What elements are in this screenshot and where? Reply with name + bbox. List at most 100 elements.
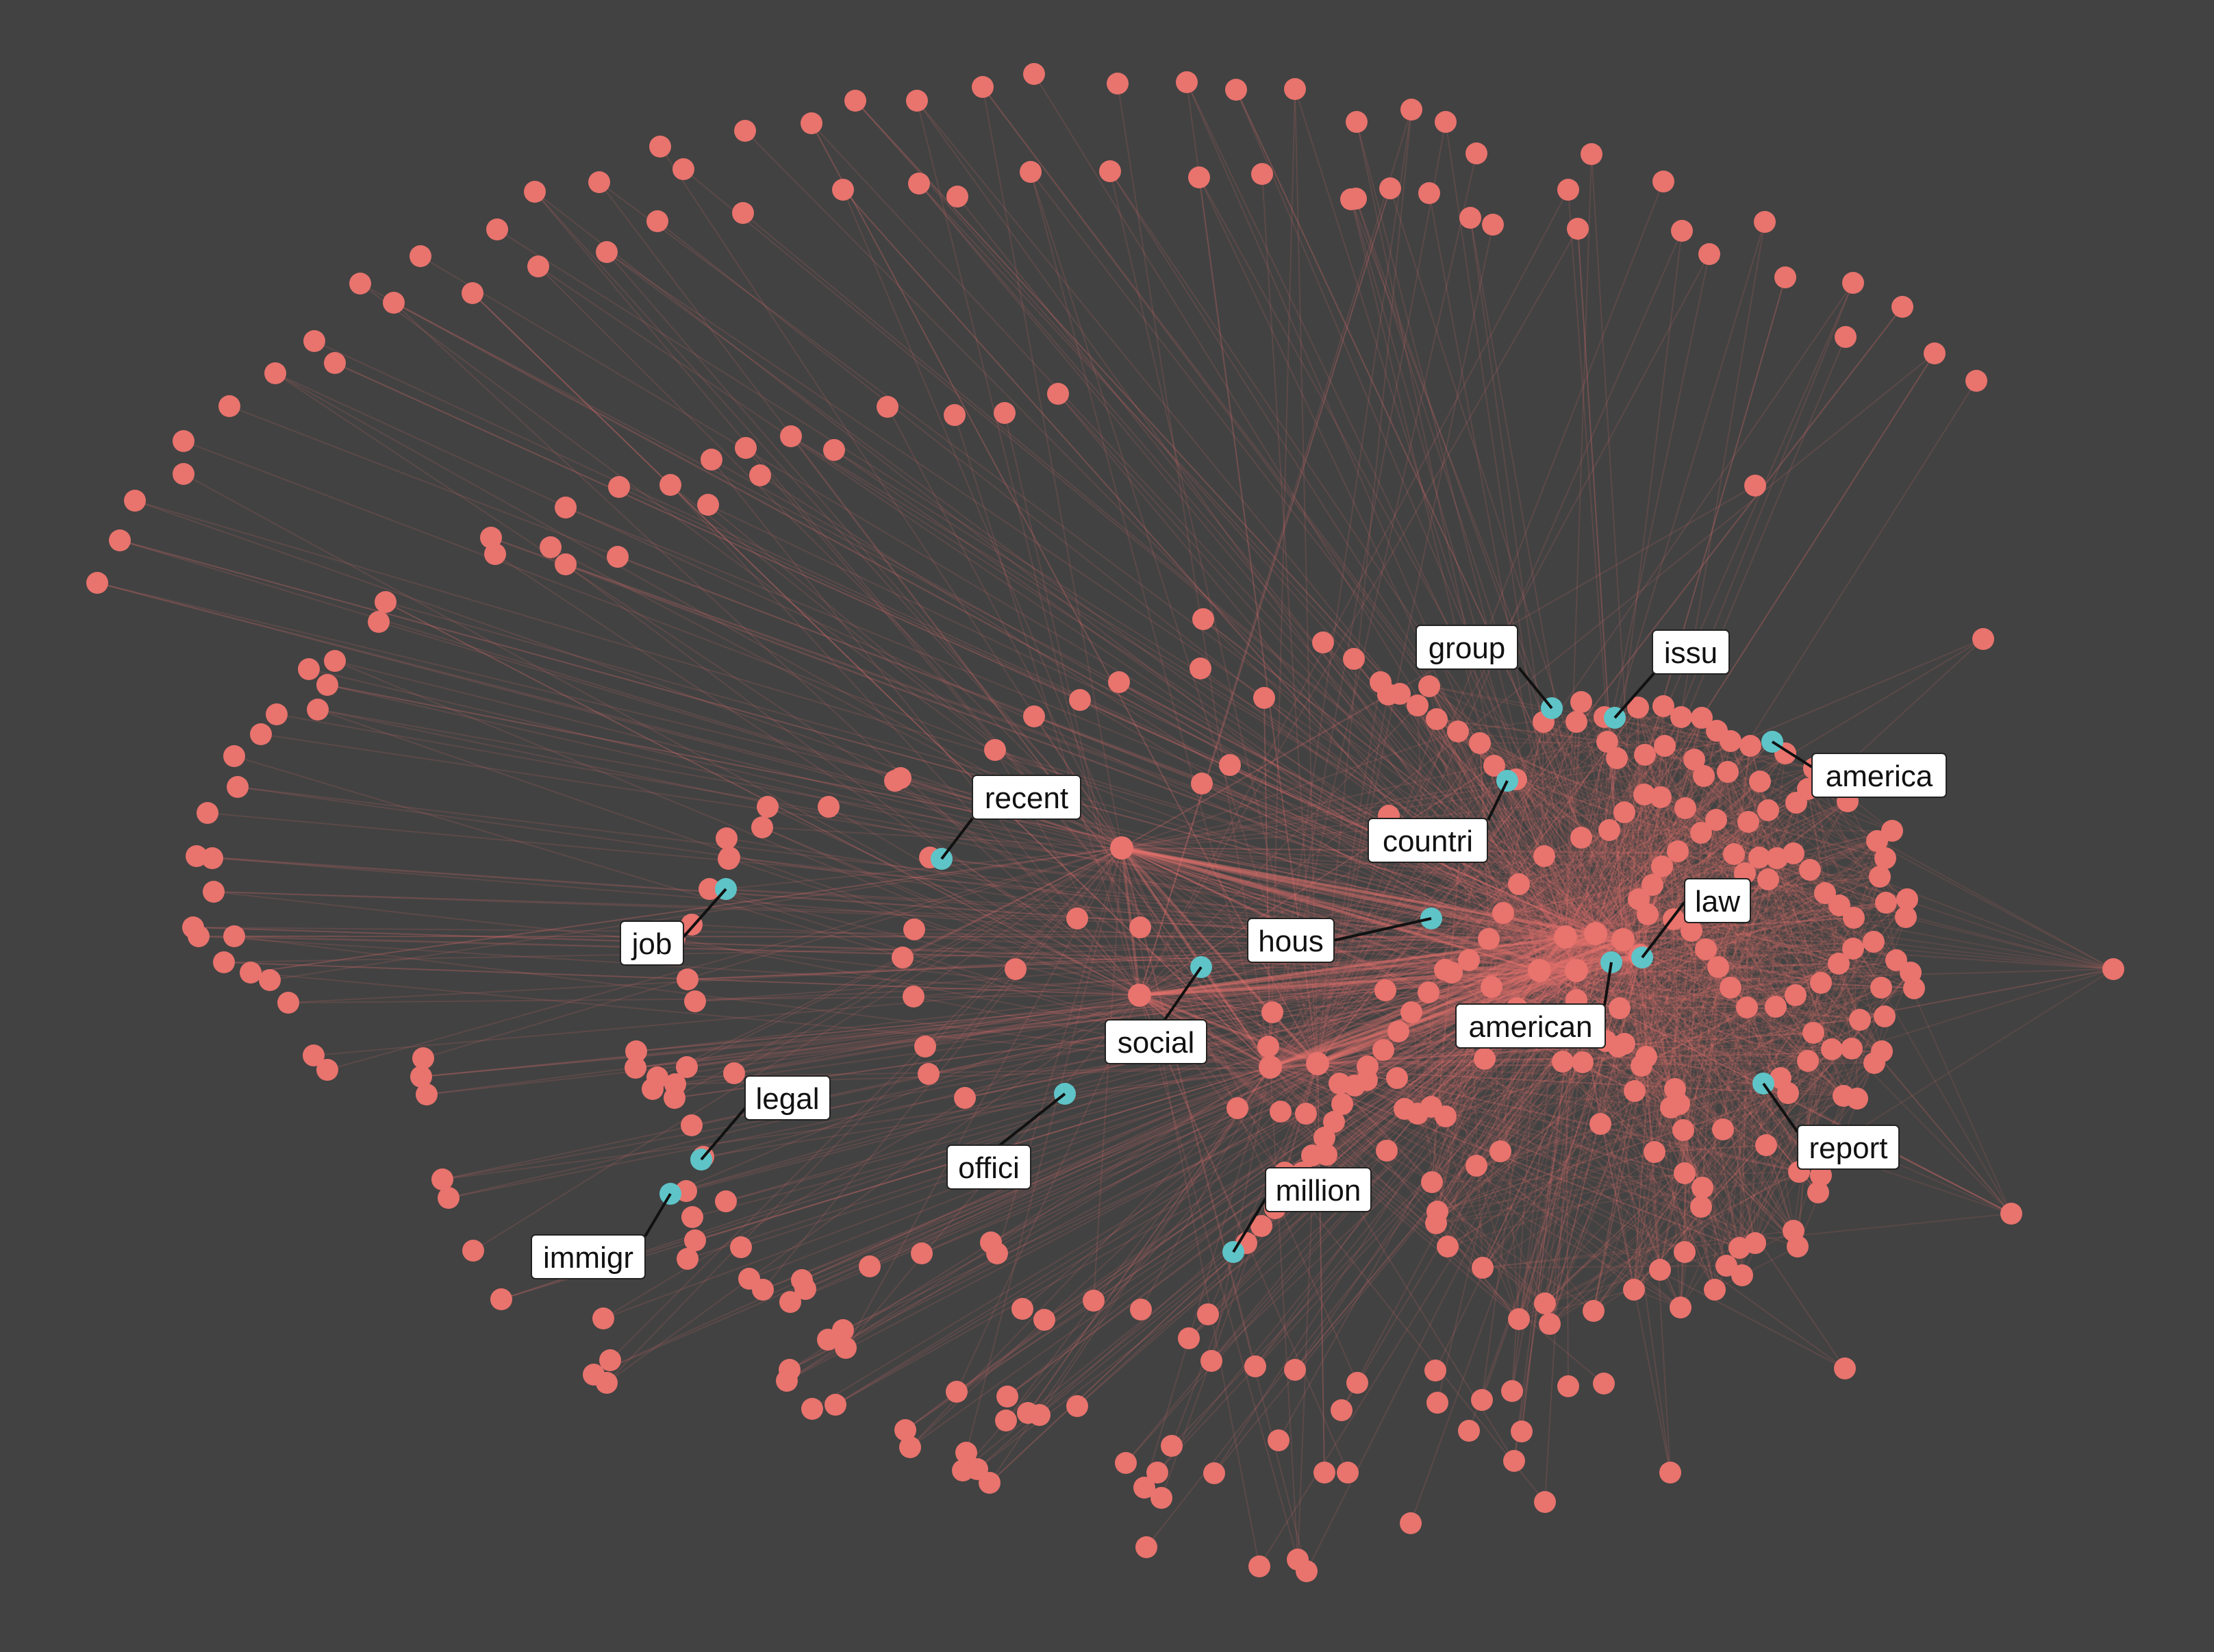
graph-node: [1047, 383, 1069, 405]
graph-edge: [1595, 933, 1819, 1193]
graph-edge: [657, 221, 1566, 938]
graph-node: [1785, 984, 1807, 1006]
label-box-report: [1797, 1125, 1900, 1170]
graph-edge: [1639, 955, 1915, 989]
graph-edge: [1702, 771, 1728, 1188]
graph-edge: [1444, 969, 1655, 1153]
graph-edge: [250, 847, 1122, 973]
graph-node: [1287, 1549, 1309, 1570]
graph-edge: [1659, 745, 1751, 1271]
graph-node: [1033, 1309, 1055, 1331]
graph-node: [438, 1187, 460, 1209]
graph-node: [1284, 78, 1306, 100]
graph-edge: [1759, 781, 2114, 970]
graph-edge: [1186, 82, 1318, 1064]
graph-edge: [97, 582, 1577, 971]
graph-edge: [1705, 899, 1908, 950]
graph-node: [1720, 977, 1741, 999]
graph-node: [1834, 1357, 1856, 1379]
graph-edge: [1437, 987, 1731, 1212]
graph-edge: [1644, 794, 1647, 1057]
graph-edge: [1722, 960, 1897, 1130]
graph-edge: [1576, 837, 1582, 971]
graph-node: [1628, 888, 1650, 910]
graph-edge: [1539, 855, 1545, 971]
graph-edge: [801, 970, 1540, 1281]
leader-line-recent: [940, 817, 974, 860]
graph-node: [972, 76, 994, 98]
graph-edge: [1436, 718, 1504, 914]
graph-edge: [1317, 282, 1854, 1064]
graph-edge: [1317, 224, 1494, 1064]
graph-node: [1023, 63, 1045, 85]
graph-node: [734, 120, 756, 142]
graph-edge: [1431, 836, 1462, 1183]
label-legal-text: legal: [756, 1082, 820, 1116]
graph-edge: [1576, 753, 1786, 971]
label-offici-text: offici: [958, 1151, 1020, 1185]
graph-edge: [97, 582, 1566, 938]
graph-edge: [1624, 966, 1719, 1044]
graph-edge: [675, 933, 1596, 1085]
graph-edge: [805, 970, 1540, 1290]
graph-edge: [1641, 1049, 1833, 1066]
graph-node: [1130, 1299, 1152, 1321]
graph-edge: [1198, 177, 1577, 971]
graph-edge: [1500, 741, 1608, 1152]
graph-edge: [692, 1066, 1271, 1218]
graph-edge: [1445, 1116, 1685, 1174]
graph-edge: [1622, 794, 1645, 940]
graph-edge: [1201, 783, 1577, 971]
graph-node: [899, 1436, 921, 1458]
graph-edge: [1543, 721, 1661, 1271]
graph-edge: [1684, 1077, 1781, 1253]
graph-edge: [733, 847, 1122, 1074]
graph-node: [1849, 1009, 1871, 1031]
graph-node: [1295, 1103, 1317, 1125]
graph-node: [1570, 827, 1592, 849]
graph-edge: [275, 373, 1122, 849]
graph-edge: [1576, 821, 1749, 971]
graph-edge: [1595, 933, 1854, 949]
graph-edge: [1639, 955, 1748, 1008]
graph-edge: [1600, 781, 1761, 1125]
graph-edge: [811, 123, 1318, 1064]
graph-edge: [1565, 936, 1764, 1084]
graph-edge: [1431, 858, 1886, 1183]
graph-edge: [1186, 82, 1596, 934]
graph-edge: [1539, 970, 1676, 1090]
graph-edge: [1476, 1165, 1520, 1320]
graph-edge: [659, 146, 1122, 849]
graph-edge: [1317, 109, 1412, 1064]
graph-edge: [1622, 794, 1645, 940]
graph-node: [1875, 892, 1897, 914]
graph-edge: [1444, 969, 1861, 1021]
graph-edge: [1270, 1066, 1789, 1094]
graph-edge: [1502, 912, 2114, 970]
graph-node: [1418, 182, 1440, 204]
graph-node: [1386, 1067, 1408, 1089]
graph-edge: [1121, 847, 1846, 1369]
graph-node: [1178, 1327, 1200, 1349]
graph-edge: [1715, 819, 1882, 988]
graph-node: [1567, 218, 1589, 240]
graph-node: [1534, 1292, 1556, 1314]
graph-edge: [1417, 1113, 1483, 1268]
graph-node: [1896, 888, 1918, 910]
graph-edge: [1447, 912, 1504, 1247]
graph-node: [649, 136, 671, 158]
graph-node: [1787, 1236, 1809, 1257]
graph-edge: [134, 500, 1624, 940]
graph-edge: [1593, 753, 1786, 1312]
graph-edge: [1121, 847, 1875, 1064]
graph-edge: [1644, 794, 1653, 886]
graph-edge: [1139, 994, 1577, 1001]
graph-node: [1459, 207, 1481, 229]
graph-edge: [725, 888, 1596, 934]
graph-edge: [909, 970, 1577, 1448]
graph-edge: [1188, 933, 1596, 1339]
label-box-social: [1105, 1019, 1207, 1064]
graph-edge: [196, 855, 1641, 956]
graph-node: [684, 1229, 706, 1251]
graph-node: [1069, 689, 1091, 711]
